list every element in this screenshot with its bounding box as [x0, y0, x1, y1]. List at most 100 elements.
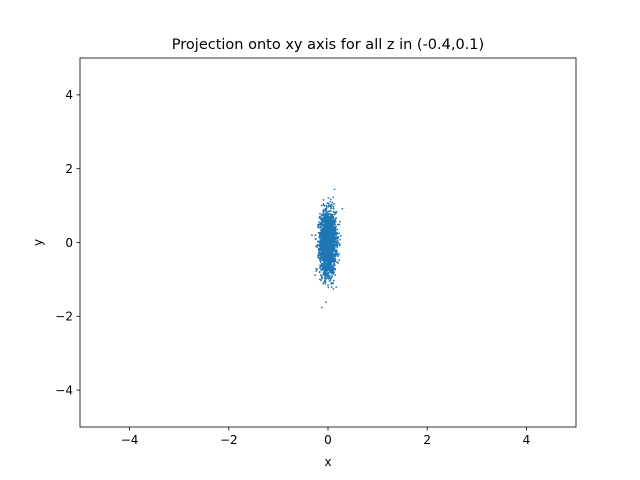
scatter-point [326, 269, 329, 272]
scatter-point [320, 263, 323, 266]
scatter-point [322, 203, 325, 205]
scatter-point [334, 268, 337, 271]
y-tick-label: −2 [55, 310, 73, 324]
scatter-point [322, 211, 325, 214]
scatter-point [329, 198, 332, 201]
scatter-point [336, 228, 339, 231]
scatter-point [321, 218, 323, 220]
scatter-point [324, 268, 327, 270]
scatter-point [328, 204, 330, 207]
scatter-point [330, 206, 333, 209]
scatter-point [331, 252, 334, 254]
scatter-point [326, 259, 329, 262]
scatter-point [335, 210, 338, 213]
scatter-point [314, 234, 317, 237]
scatter-point [321, 213, 324, 215]
scatter-point [320, 306, 323, 309]
scatter-point [337, 254, 340, 257]
scatter-point [332, 232, 335, 235]
scatter-point [324, 216, 326, 218]
scatter-point [334, 267, 336, 270]
scatter-point [326, 248, 328, 251]
x-tick-label: −4 [121, 433, 139, 447]
scatter-point [320, 237, 323, 240]
y-tick-label: −4 [55, 383, 73, 397]
scatter-point [320, 254, 322, 257]
scatter-point [327, 266, 330, 269]
scatter-point [334, 250, 337, 253]
scatter-point [333, 213, 336, 216]
scatter-point [323, 256, 325, 259]
scatter-point [320, 279, 322, 282]
scatter-point [333, 203, 335, 205]
scatter-point [315, 245, 318, 248]
scatter-point [324, 265, 326, 267]
scatter-point [326, 236, 328, 238]
scatter-point [329, 200, 332, 203]
scatter-point [322, 252, 325, 255]
scatter-point [315, 270, 318, 272]
scatter-point [339, 220, 341, 223]
scatter-point [331, 233, 334, 236]
scatter-point [321, 276, 323, 279]
scatter-point [323, 260, 326, 263]
scatter-point [329, 223, 332, 226]
scatter-point [335, 241, 338, 244]
scatter-point [327, 229, 329, 232]
scatter-point [323, 220, 326, 223]
scatter-point [336, 235, 338, 238]
scatter-point [328, 236, 331, 239]
scatter-point [335, 234, 338, 236]
scatter-point [333, 264, 336, 267]
scatter-point [327, 227, 330, 230]
scatter-point [325, 254, 328, 257]
scatter-point [328, 210, 331, 213]
scatter-point [329, 241, 332, 244]
scatter-point [330, 236, 333, 239]
scatter-point [317, 247, 320, 250]
scatter-point [330, 207, 332, 210]
scatter-point [333, 211, 336, 214]
scatter-point [331, 281, 334, 284]
x-tick-label: 2 [423, 433, 431, 447]
scatter-point [332, 207, 335, 210]
scatter-point [326, 230, 329, 233]
scatter-point [334, 217, 337, 220]
scatter-point [323, 246, 326, 248]
scatter-point [326, 237, 329, 240]
scatter-point [338, 244, 341, 247]
scatter-point [324, 258, 327, 261]
scatter-point [324, 209, 327, 212]
scatter-point [318, 251, 321, 254]
scatter-point [332, 288, 335, 290]
scatter-point [336, 243, 338, 246]
scatter-point [328, 257, 331, 260]
scatter-point [318, 271, 321, 274]
scatter-point [314, 238, 317, 241]
scatter-point [334, 219, 337, 221]
scatter-point [329, 248, 332, 251]
scatter-point [333, 253, 335, 256]
scatter-point [338, 232, 340, 235]
scatter-point [325, 224, 328, 226]
scatter-point [322, 235, 325, 237]
scatter-point [332, 248, 335, 251]
scatter-point [319, 261, 322, 264]
x-tick-label: 4 [523, 433, 531, 447]
scatter-point [333, 245, 335, 247]
x-tick-label: −2 [220, 433, 238, 447]
scatter-point [317, 256, 320, 259]
scatter-point [332, 228, 334, 230]
scatter-point [335, 225, 337, 228]
scatter-point [325, 274, 327, 277]
scatter-point [332, 249, 335, 252]
scatter-point [328, 275, 331, 278]
scatter-point [338, 252, 340, 255]
scatter-point [324, 239, 327, 242]
scatter-point [330, 262, 333, 264]
scatter-point [327, 265, 330, 267]
scatter-point [335, 286, 338, 289]
scatter-point [327, 248, 330, 250]
x-axis-ticks: −4 −2 0 2 4 [121, 427, 530, 447]
scatter-point [336, 232, 339, 235]
